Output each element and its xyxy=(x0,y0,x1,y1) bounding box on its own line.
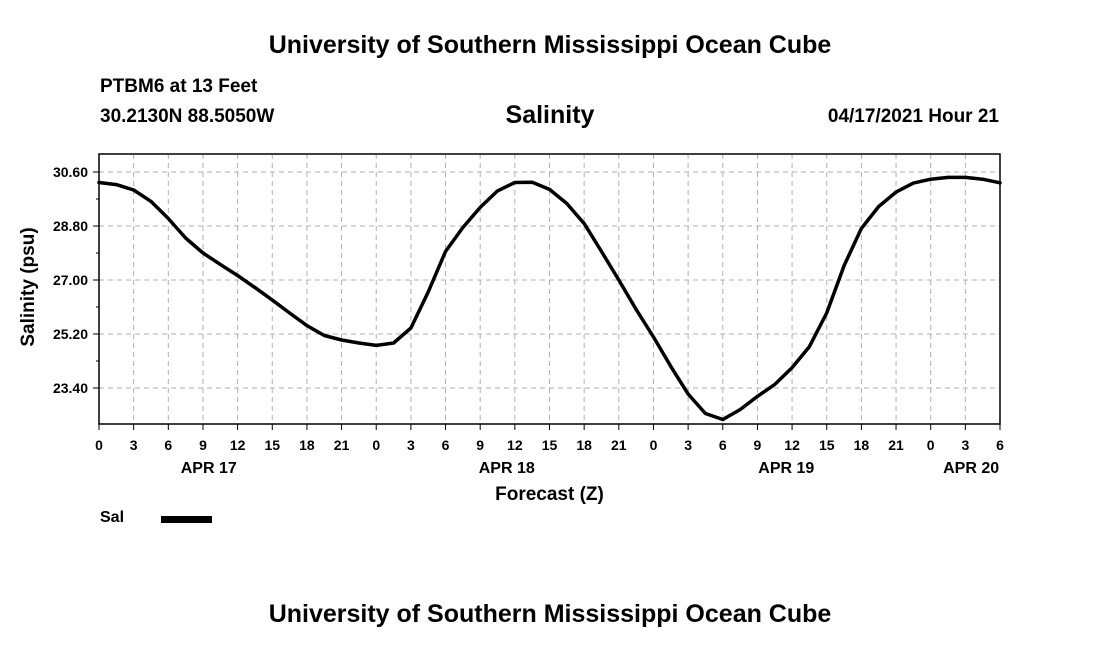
x-tick-label: 0 xyxy=(927,437,935,453)
date-label: APR 18 xyxy=(479,460,535,477)
x-tick-label: 0 xyxy=(95,437,103,453)
x-tick-label: 6 xyxy=(442,437,450,453)
y-axis-label: Salinity (psu) xyxy=(18,227,39,346)
x-tick-label: 21 xyxy=(334,437,350,453)
x-tick-label: 3 xyxy=(961,437,969,453)
y-tick-label: 28.80 xyxy=(53,218,88,234)
x-tick-label: 3 xyxy=(407,437,415,453)
x-tick-label: 12 xyxy=(507,437,523,453)
x-tick-label: 15 xyxy=(819,437,835,453)
y-tick-label: 27.00 xyxy=(53,272,88,288)
x-tick-label: 0 xyxy=(372,437,380,453)
legend-label: Sal xyxy=(100,509,125,526)
x-tick-label: 9 xyxy=(476,437,484,453)
x-tick-label: 18 xyxy=(576,437,592,453)
date-label: APR 20 xyxy=(943,460,999,477)
x-tick-label: 0 xyxy=(650,437,658,453)
y-tick-label: 30.60 xyxy=(53,164,88,180)
legend-swatch xyxy=(161,516,212,523)
x-tick-label: 9 xyxy=(199,437,207,453)
y-tick-label: 25.20 xyxy=(53,326,88,342)
x-tick-label: 12 xyxy=(784,437,800,453)
x-tick-label: 3 xyxy=(130,437,138,453)
x-tick-label: 21 xyxy=(888,437,904,453)
x-tick-label: 21 xyxy=(611,437,627,453)
plot-frame xyxy=(98,153,1001,425)
x-tick-label: 18 xyxy=(854,437,870,453)
bottom-title: University of Southern Mississippi Ocean… xyxy=(268,600,832,628)
station-label: PTBM6 at 13 Feet xyxy=(100,76,258,97)
x-tick-label: 15 xyxy=(264,437,280,453)
date-label: APR 19 xyxy=(758,460,814,477)
x-tick-label: 6 xyxy=(996,437,1004,453)
x-tick-label: 6 xyxy=(164,437,172,453)
x-tick-label: 3 xyxy=(684,437,692,453)
x-tick-label: 12 xyxy=(230,437,246,453)
x-axis-label: Forecast (Z) xyxy=(495,484,604,505)
x-tick-label: 15 xyxy=(542,437,558,453)
chart-title: Salinity xyxy=(505,101,595,129)
x-tick-label: 9 xyxy=(754,437,762,453)
y-tick-label: 23.40 xyxy=(53,380,88,396)
date-label: APR 17 xyxy=(181,460,237,477)
series-line-sal xyxy=(97,175,1002,422)
forecast-datetime: 04/17/2021 Hour 21 xyxy=(827,106,999,127)
x-tick-label: 6 xyxy=(719,437,727,453)
top-title: University of Southern Mississippi Ocean… xyxy=(268,31,832,59)
x-tick-label: 18 xyxy=(299,437,315,453)
station-coords: 30.2130N 88.5050W xyxy=(100,106,275,127)
